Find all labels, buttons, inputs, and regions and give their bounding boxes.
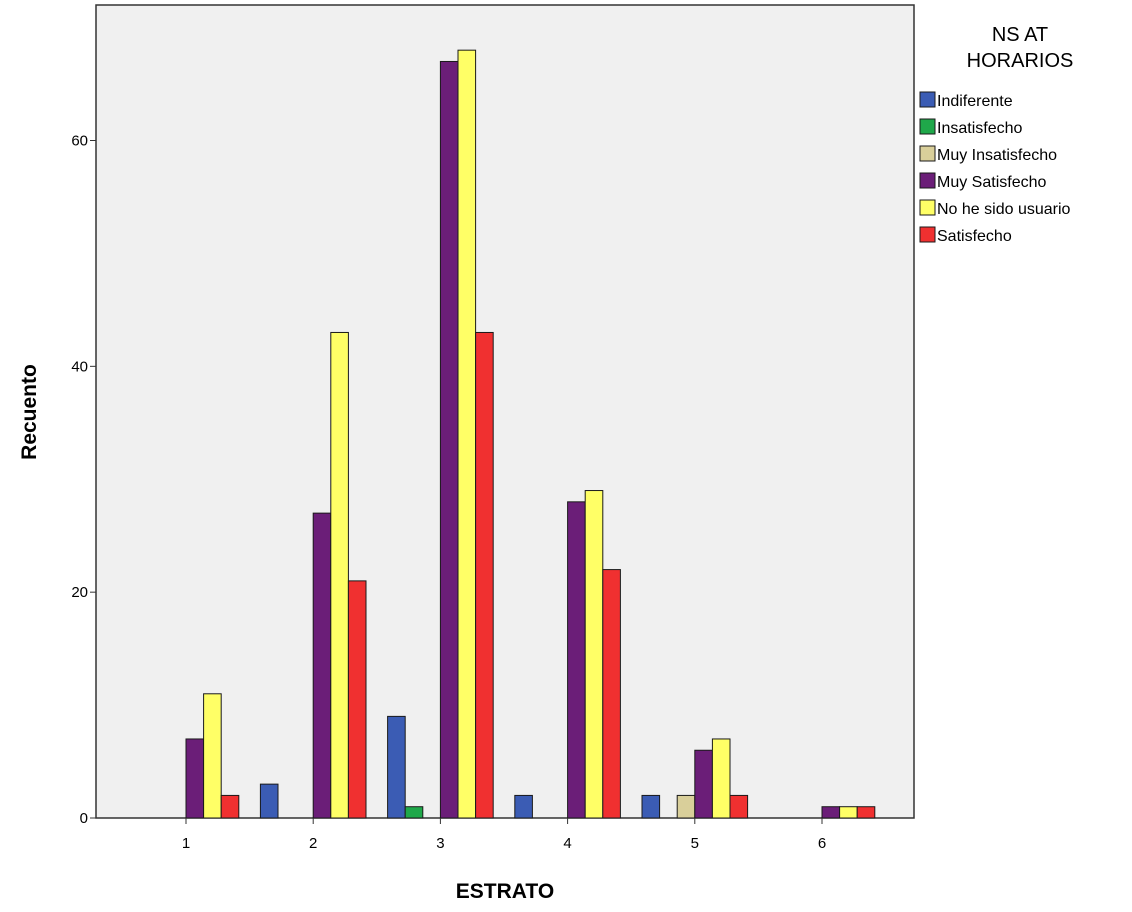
legend-title-line-2: HORARIOS (967, 50, 1074, 72)
bar-muy-satisfecho-cat-1 (185, 738, 205, 819)
legend-title-line-1: NS AT (992, 24, 1048, 46)
legend-swatch-indiferente (919, 91, 936, 108)
x-tick-label: 3 (436, 835, 444, 852)
legend-swatch-satisfecho (919, 226, 936, 243)
legend-label: Insatisfecho (937, 120, 1022, 137)
legend-swatch-no-he-sido-usuario (919, 199, 936, 216)
y-axis: 0 20 40 60 (71, 133, 96, 827)
legend: NS AT HORARIOS Indiferente Insatisfecho Mu… (919, 24, 1074, 245)
y-tick-label: 40 (71, 358, 88, 375)
x-tick-label: 2 (309, 835, 317, 852)
bar-muy-satisfecho-cat-5 (694, 749, 713, 819)
bar-no-he-sido-usuario-cat-4 (584, 490, 604, 819)
legend-swatch-muy-satisfecho (919, 172, 936, 189)
bar-satisfecho-cat-1 (220, 794, 240, 819)
legend-swatch-muy-insatisfecho (919, 145, 936, 162)
bar-satisfecho-cat-5 (729, 794, 749, 819)
y-axis-title: Recuento (18, 364, 41, 460)
bar-indiferente-cat-3 (387, 715, 406, 819)
bar-indiferente-cat-4 (514, 794, 533, 819)
plot-area (95, 4, 915, 819)
y-tick-label: 20 (71, 584, 88, 601)
legend-label: Satisfecho (937, 228, 1012, 245)
bar-muy-satisfecho-cat-2 (312, 512, 332, 819)
bar-muy-satisfecho-cat-3 (439, 60, 459, 819)
x-tick-label: 5 (691, 835, 699, 852)
x-axis: 1 2 3 4 5 6 (182, 818, 826, 852)
x-tick-label: 6 (818, 835, 826, 852)
legend-label: No he sido usuario (937, 201, 1071, 218)
x-tick-label: 1 (182, 835, 190, 852)
legend-label: Muy Satisfecho (937, 174, 1046, 191)
y-tick-label: 0 (80, 810, 88, 827)
legend-label: Muy Insatisfecho (937, 147, 1057, 164)
bar-muy-insatisfecho-cat-5 (676, 794, 696, 819)
bar-satisfecho-cat-3 (475, 331, 494, 819)
bar-satisfecho-cat-4 (602, 569, 621, 819)
bar-satisfecho-cat-6 (856, 806, 876, 819)
bar-no-he-sido-usuario-cat-3 (457, 49, 477, 819)
bar-satisfecho-cat-2 (347, 580, 367, 819)
bar-no-he-sido-usuario-cat-6 (839, 806, 858, 819)
bar-indiferente-cat-2 (259, 783, 279, 819)
x-tick-label: 4 (563, 835, 571, 852)
bars-layer (185, 49, 876, 819)
x-axis-title: ESTRATO (456, 880, 554, 903)
bar-insatisfecho-cat-3 (404, 806, 424, 819)
bar-muy-satisfecho-cat-6 (821, 806, 841, 819)
bar-muy-satisfecho-cat-4 (567, 501, 586, 819)
y-tick-label: 60 (71, 133, 88, 150)
bar-no-he-sido-usuario-cat-1 (203, 693, 222, 819)
bar-no-he-sido-usuario-cat-5 (711, 738, 731, 819)
legend-swatch-insatisfecho (919, 118, 936, 135)
bar-no-he-sido-usuario-cat-2 (330, 331, 349, 819)
legend-label: Indiferente (937, 93, 1013, 110)
bar-indiferente-cat-5 (641, 794, 661, 819)
